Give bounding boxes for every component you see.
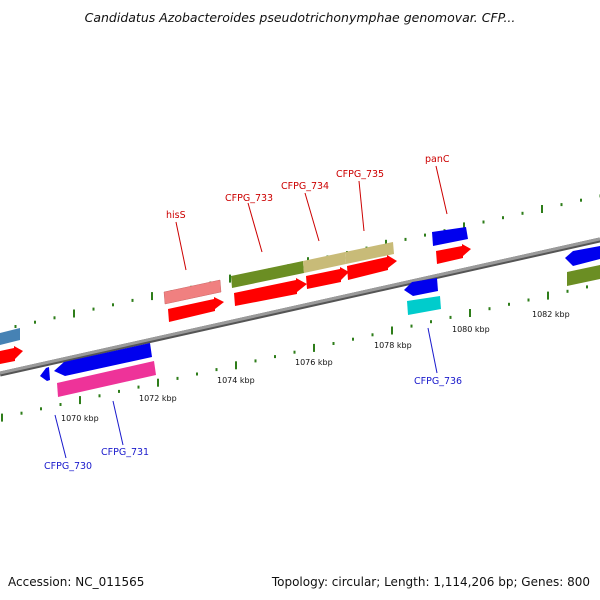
gene-CFPG-731-bar[interactable] <box>57 361 156 397</box>
gene-label-CFPG-730[interactable]: CFPG_730 <box>44 461 92 472</box>
upper-track-tick <box>73 309 75 318</box>
gene-label-panC[interactable]: panC <box>425 154 450 165</box>
leader-CFPG-734 <box>304 192 320 242</box>
gene-CFPG-733-bar[interactable] <box>231 261 304 288</box>
cds-CFPG-736-arrow[interactable] <box>404 278 438 296</box>
gene-CFPG-736-bar[interactable] <box>407 296 441 315</box>
lower-track-tick <box>586 285 588 289</box>
lower-track-tick <box>137 385 140 389</box>
leader-CFPG-735 <box>358 180 365 232</box>
upper-track-tick <box>424 233 426 237</box>
lower-track-tick <box>1 413 3 422</box>
lower-track-tick <box>196 372 198 376</box>
lower-track-tick <box>254 359 257 363</box>
gene-panC-bar[interactable] <box>432 227 468 246</box>
upper-track-tick <box>482 220 485 224</box>
gene-label-CFPG-736[interactable]: CFPG_736 <box>414 376 462 387</box>
gene-CFPG-734-bar[interactable] <box>303 252 346 273</box>
kbp-tick-1082: 1082 kbp <box>532 310 570 319</box>
upper-track-tick <box>151 292 153 301</box>
upper-track-tick <box>404 237 407 241</box>
cds-panC-arrow[interactable] <box>436 244 471 264</box>
gene-left-steel-bar[interactable] <box>0 328 20 345</box>
lower-track-tick <box>157 378 159 387</box>
upper-track-tick <box>131 298 134 302</box>
lower-track-tick <box>566 289 569 293</box>
lower-track-tick <box>235 361 237 370</box>
lower-track-tick <box>352 337 354 341</box>
lower-track-tick <box>410 324 413 328</box>
lower-track-tick <box>547 291 549 300</box>
gene-label-CFPG-733[interactable]: CFPG_733 <box>225 193 273 204</box>
leader-lines <box>54 165 448 459</box>
topology-text: Topology: circular; Length: 1,114,206 bp… <box>271 575 590 589</box>
gene-CFPG-735-bar[interactable] <box>345 242 394 264</box>
kbp-tick-1076: 1076 kbp <box>295 358 333 367</box>
leader-CFPG-733 <box>247 202 263 253</box>
kbp-tick-1074: 1074 kbp <box>217 376 255 385</box>
genome-backbone-highlight <box>0 237 600 375</box>
lower-track-tick <box>40 407 42 411</box>
upper-track-tick <box>14 325 17 328</box>
cds-CFPG-734-arrow[interactable] <box>306 267 349 289</box>
lower-track-tick <box>313 343 315 352</box>
lower-track-tick <box>488 307 491 311</box>
lower-track-tick <box>293 350 296 354</box>
lower-track-tick <box>59 403 62 406</box>
lower-track-tick <box>79 396 81 405</box>
upper-track-tick <box>34 320 36 324</box>
upper-track-tick <box>580 198 582 202</box>
leader-CFPG-736 <box>427 327 438 374</box>
lower-track-tick <box>449 315 452 319</box>
gene-label-CFPG-734[interactable]: CFPG_734 <box>281 181 329 192</box>
cds-CFPG-731-arrow[interactable] <box>54 343 152 376</box>
cds-hisS-arrow[interactable] <box>168 297 224 322</box>
kbp-tick-1070: 1070 kbp <box>61 414 99 423</box>
upper-track-tick <box>541 205 543 213</box>
lower-track-tick <box>118 389 120 393</box>
cds-CFPG-733-arrow[interactable] <box>234 278 307 306</box>
lower-track-tick <box>215 368 218 372</box>
upper-track-tick <box>112 303 114 307</box>
lower-track-tick <box>391 326 393 335</box>
gene-hisS-bar[interactable] <box>163 279 222 305</box>
lower-track-tick <box>98 394 101 398</box>
lower-track-tick <box>508 302 510 306</box>
upper-track-tick <box>502 216 504 220</box>
lower-track-tick <box>527 298 530 302</box>
lower-track-tick <box>469 309 471 317</box>
upper-track-tick <box>92 307 95 311</box>
gene-label-CFPG-735[interactable]: CFPG_735 <box>336 169 384 180</box>
cds-CFPG-735-arrow[interactable] <box>347 255 397 280</box>
upper-track-tick <box>53 316 56 320</box>
lower-track-tick <box>430 320 432 324</box>
lower-track-tick <box>176 376 179 380</box>
lower-track-tick <box>274 355 276 359</box>
gene-label-hisS[interactable]: hisS <box>166 210 186 221</box>
leader-CFPG-731 <box>112 400 124 446</box>
upper-track-tick <box>229 274 231 283</box>
leader-hisS <box>175 221 187 271</box>
kbp-tick-1072: 1072 kbp <box>139 394 177 403</box>
gene-label-CFPG-731[interactable]: CFPG_731 <box>101 447 149 458</box>
gene-right-blue-arrow[interactable] <box>565 246 600 266</box>
leader-panC <box>435 165 448 215</box>
lower-track-tick <box>20 411 23 415</box>
kbp-tick-1078: 1078 kbp <box>374 341 412 350</box>
accession-text: Accession: NC_011565 <box>8 575 145 589</box>
gene-right-olive-bar[interactable] <box>567 265 600 286</box>
upper-track-tick <box>521 211 524 215</box>
leader-CFPG-730 <box>54 414 67 459</box>
upper-track-tick <box>560 203 563 207</box>
lower-track-tick <box>332 342 335 345</box>
map-title: Candidatus Azobacteroides pseudotrichony… <box>84 10 516 25</box>
kbp-tick-1080: 1080 kbp <box>452 325 490 334</box>
lower-track-tick <box>371 333 374 337</box>
upper-track-tick <box>463 222 465 231</box>
cds-left-red-arrow[interactable] <box>0 346 23 364</box>
cds-CFPG-730-arrow[interactable] <box>40 367 50 381</box>
